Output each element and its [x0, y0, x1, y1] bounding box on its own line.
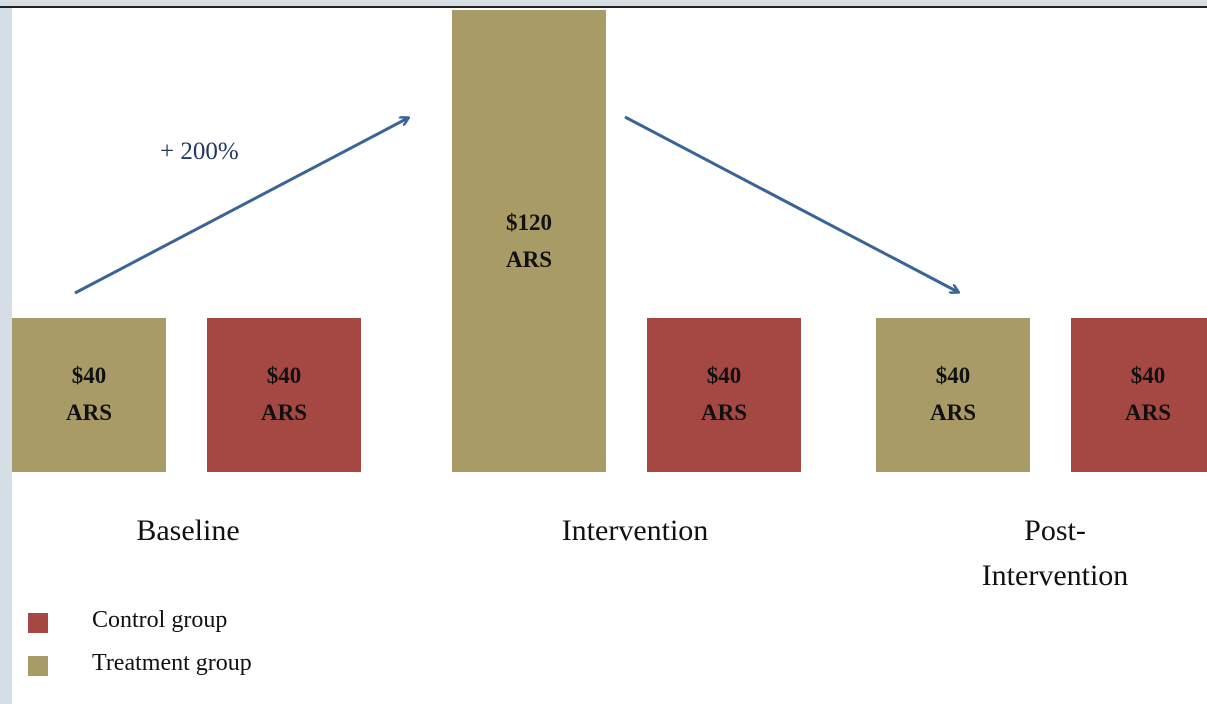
arrow-down [624, 115, 958, 292]
value-label: $40 ARS [700, 363, 747, 425]
category-label: Post-Intervention [981, 514, 1129, 592]
bar: $40 ARS [1071, 318, 1207, 472]
value-label: $40 ARS [1124, 363, 1171, 425]
bar: $40 ARS [647, 318, 801, 472]
value-label: $40 ARS [260, 363, 307, 425]
legend-label: Control group [92, 607, 228, 633]
legend-label: Treatment group [92, 650, 252, 676]
legend-swatch [28, 656, 48, 676]
side-strip [0, 0, 12, 704]
bar: $40 ARS [876, 318, 1030, 472]
bar: $40 ARS [207, 318, 361, 472]
value-label: $40 ARS [65, 363, 112, 425]
category-label: Intervention [561, 514, 709, 547]
arrow-up [74, 118, 408, 295]
annotation: + 200% [160, 138, 239, 165]
top-strip [0, 0, 1207, 8]
category-label: Baseline [136, 514, 240, 547]
bar: $40 ARS [12, 318, 166, 472]
value-label: $120 ARS [505, 210, 552, 272]
bar: $120 ARS [452, 10, 606, 472]
legend-swatch [28, 613, 48, 633]
value-label: $40 ARS [929, 363, 976, 425]
